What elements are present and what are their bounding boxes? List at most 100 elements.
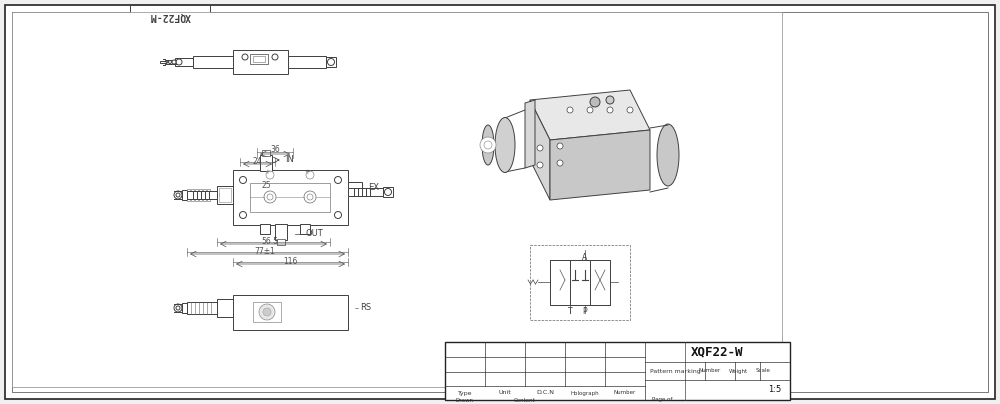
Text: IN: IN bbox=[285, 156, 294, 164]
Circle shape bbox=[627, 107, 633, 113]
Bar bbox=[182, 303, 187, 313]
Bar bbox=[250, 183, 330, 212]
Text: Holograph: Holograph bbox=[571, 391, 599, 396]
Circle shape bbox=[176, 306, 180, 310]
Bar bbox=[233, 295, 348, 330]
Bar bbox=[383, 187, 393, 197]
Text: EX: EX bbox=[368, 183, 379, 191]
Ellipse shape bbox=[482, 125, 494, 165]
Bar bbox=[199, 189, 202, 201]
Text: T: T bbox=[568, 307, 572, 316]
Circle shape bbox=[607, 107, 613, 113]
Text: RS: RS bbox=[360, 303, 371, 313]
Bar bbox=[530, 245, 630, 320]
Circle shape bbox=[259, 304, 275, 320]
Text: 56.5: 56.5 bbox=[262, 236, 278, 246]
Bar bbox=[175, 58, 193, 66]
Bar bbox=[12, 12, 782, 387]
Bar bbox=[195, 189, 198, 201]
Text: A: A bbox=[582, 252, 588, 261]
Bar bbox=[253, 56, 265, 62]
Circle shape bbox=[480, 137, 496, 153]
Text: Pattern marking: Pattern marking bbox=[650, 368, 700, 374]
Ellipse shape bbox=[657, 124, 679, 186]
Circle shape bbox=[537, 162, 543, 168]
Circle shape bbox=[272, 54, 278, 60]
Circle shape bbox=[263, 308, 271, 316]
Text: 77±1: 77±1 bbox=[255, 246, 275, 255]
Bar bbox=[260, 155, 272, 171]
Circle shape bbox=[168, 61, 172, 63]
Bar bbox=[262, 150, 270, 156]
Bar bbox=[550, 260, 570, 305]
Bar bbox=[326, 57, 336, 67]
Bar bbox=[182, 190, 187, 200]
Polygon shape bbox=[525, 100, 535, 168]
Bar bbox=[207, 189, 210, 201]
Text: D.C.N: D.C.N bbox=[536, 391, 554, 396]
Text: 1:5: 1:5 bbox=[768, 385, 782, 393]
Text: XQF22-M: XQF22-M bbox=[149, 11, 191, 21]
Circle shape bbox=[334, 177, 342, 183]
Ellipse shape bbox=[495, 118, 515, 173]
Circle shape bbox=[166, 61, 168, 63]
Circle shape bbox=[267, 194, 273, 200]
Bar bbox=[570, 260, 590, 305]
Bar bbox=[260, 224, 270, 234]
Bar bbox=[233, 170, 348, 225]
Text: Content: Content bbox=[514, 398, 536, 402]
Circle shape bbox=[557, 160, 563, 166]
Circle shape bbox=[567, 107, 573, 113]
Text: Drawn: Drawn bbox=[456, 398, 474, 402]
Bar bbox=[275, 224, 287, 240]
Circle shape bbox=[172, 60, 176, 64]
Circle shape bbox=[176, 59, 182, 65]
Circle shape bbox=[240, 212, 246, 219]
Circle shape bbox=[384, 189, 392, 196]
Circle shape bbox=[306, 171, 314, 179]
Polygon shape bbox=[550, 130, 650, 200]
Circle shape bbox=[590, 97, 600, 107]
Circle shape bbox=[606, 96, 614, 104]
Bar bbox=[277, 239, 285, 245]
Circle shape bbox=[174, 304, 182, 312]
Bar bbox=[187, 191, 217, 199]
Polygon shape bbox=[530, 90, 650, 140]
Text: 36: 36 bbox=[270, 145, 280, 154]
Circle shape bbox=[587, 107, 593, 113]
Circle shape bbox=[174, 191, 182, 199]
Text: OUT: OUT bbox=[305, 229, 323, 238]
Circle shape bbox=[304, 191, 316, 203]
Text: Unit: Unit bbox=[499, 391, 511, 396]
Circle shape bbox=[240, 177, 246, 183]
Text: Weight: Weight bbox=[728, 368, 748, 374]
Text: Type: Type bbox=[458, 391, 472, 396]
Text: P: P bbox=[583, 307, 587, 316]
Bar bbox=[187, 189, 190, 201]
Bar bbox=[130, 5, 210, 27]
Polygon shape bbox=[530, 100, 550, 200]
Circle shape bbox=[266, 171, 274, 179]
Circle shape bbox=[537, 145, 543, 151]
Text: Number: Number bbox=[614, 391, 636, 396]
Bar bbox=[288, 56, 326, 68]
Text: 116: 116 bbox=[283, 257, 297, 265]
Text: Page of: Page of bbox=[652, 398, 672, 402]
Bar bbox=[445, 342, 790, 400]
Text: XQF22-W: XQF22-W bbox=[691, 345, 743, 358]
Bar bbox=[217, 299, 233, 317]
Bar bbox=[217, 186, 233, 204]
Text: 25: 25 bbox=[262, 181, 272, 189]
Bar bbox=[348, 188, 383, 196]
Bar bbox=[187, 302, 217, 314]
Bar bbox=[165, 60, 177, 64]
Bar bbox=[203, 189, 206, 201]
Circle shape bbox=[328, 59, 334, 65]
Circle shape bbox=[484, 141, 492, 149]
Bar bbox=[233, 50, 288, 74]
Circle shape bbox=[557, 143, 563, 149]
Bar bbox=[193, 56, 233, 68]
Bar bbox=[219, 188, 231, 202]
Bar bbox=[590, 260, 610, 305]
Bar bbox=[191, 189, 194, 201]
